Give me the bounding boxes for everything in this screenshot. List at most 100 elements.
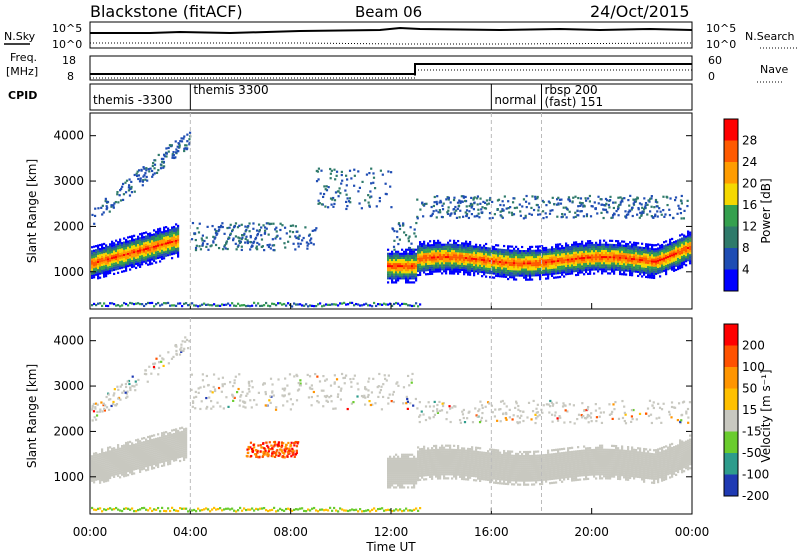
power-cell bbox=[616, 208, 620, 211]
velocity-cell bbox=[117, 470, 120, 473]
power-cell bbox=[463, 262, 466, 266]
power-cell bbox=[389, 277, 392, 280]
velocity-cell bbox=[407, 469, 410, 473]
power-cell bbox=[163, 165, 166, 168]
power-cell bbox=[537, 274, 540, 277]
power-cell bbox=[499, 214, 502, 217]
power-cell bbox=[169, 239, 172, 242]
power-cell bbox=[441, 247, 444, 250]
power-cell bbox=[137, 241, 140, 245]
power-cell bbox=[659, 265, 662, 268]
power-cell bbox=[533, 259, 536, 263]
power-cell bbox=[432, 204, 436, 208]
power-cell bbox=[101, 255, 104, 258]
power-cell bbox=[639, 248, 642, 251]
velocity-cell bbox=[185, 443, 188, 447]
power-cell bbox=[651, 243, 654, 247]
power-cell bbox=[395, 262, 398, 266]
power-cell bbox=[267, 304, 270, 307]
power-cell bbox=[153, 305, 156, 308]
velocity-cell bbox=[111, 464, 114, 467]
power-cell bbox=[475, 266, 478, 269]
velocity-cell bbox=[405, 453, 408, 456]
power-cell bbox=[97, 246, 100, 249]
power-cell bbox=[669, 242, 672, 245]
velocity-cell bbox=[149, 457, 152, 461]
power-cell bbox=[605, 249, 608, 253]
power-cell bbox=[135, 262, 138, 265]
power-cell bbox=[449, 262, 452, 265]
power-cell bbox=[461, 266, 464, 269]
power-cell bbox=[571, 243, 574, 246]
power-cell bbox=[489, 265, 492, 269]
power-cell bbox=[165, 152, 168, 155]
power-cell bbox=[464, 199, 467, 203]
power-cell bbox=[601, 249, 604, 252]
power-cell bbox=[165, 250, 168, 253]
power-cell bbox=[121, 198, 125, 202]
power-cell bbox=[547, 277, 550, 280]
power-cell bbox=[493, 245, 496, 249]
power-cell bbox=[153, 257, 156, 261]
power-cell bbox=[653, 252, 656, 255]
power-cell bbox=[452, 198, 456, 202]
power-cell bbox=[571, 256, 574, 259]
power-cell bbox=[589, 248, 592, 251]
power-cell bbox=[683, 240, 686, 243]
power-cell bbox=[109, 267, 112, 270]
velocity-cell bbox=[407, 478, 410, 481]
power-cell bbox=[601, 270, 604, 273]
power-cell bbox=[621, 254, 624, 257]
power-cell bbox=[171, 240, 174, 243]
velocity-cell bbox=[111, 468, 114, 471]
power-cell bbox=[133, 302, 136, 306]
power-cell bbox=[655, 264, 658, 267]
power-cell bbox=[453, 211, 456, 214]
power-cell bbox=[527, 272, 530, 275]
power-cell bbox=[547, 258, 550, 262]
power-cell bbox=[597, 195, 600, 198]
power-cell bbox=[407, 248, 410, 251]
power-cell bbox=[534, 195, 537, 198]
power-cell bbox=[686, 204, 689, 208]
power-cell bbox=[511, 272, 514, 275]
power-cell bbox=[206, 242, 209, 246]
power-cell bbox=[677, 263, 680, 267]
power-cell bbox=[408, 235, 411, 238]
power-cell bbox=[541, 267, 544, 270]
power-cell bbox=[439, 245, 442, 248]
power-cell bbox=[171, 228, 174, 231]
velocity-cell bbox=[105, 451, 108, 454]
velocity-cell bbox=[413, 461, 416, 465]
power-cell bbox=[493, 258, 496, 261]
power-cell bbox=[527, 258, 530, 261]
power-cell bbox=[157, 232, 160, 235]
power-cell bbox=[153, 237, 156, 240]
velocity-cell bbox=[397, 474, 400, 477]
power-cell bbox=[320, 169, 323, 172]
power-cell bbox=[501, 261, 504, 264]
power-cell bbox=[241, 234, 244, 237]
power-cell bbox=[105, 260, 108, 263]
power-cell bbox=[571, 253, 574, 257]
velocity-cell bbox=[107, 454, 110, 458]
power-cell bbox=[483, 252, 486, 256]
power-cell bbox=[163, 242, 166, 246]
power-cell bbox=[581, 246, 584, 249]
power-cell bbox=[597, 255, 600, 259]
power-cell bbox=[295, 230, 298, 233]
power-cell bbox=[97, 260, 100, 264]
power-cell bbox=[153, 235, 156, 238]
velocity-cell bbox=[121, 451, 124, 454]
power-cell bbox=[275, 226, 278, 229]
power-cell bbox=[467, 244, 470, 248]
power-cell bbox=[329, 177, 332, 180]
power-cell bbox=[473, 261, 476, 265]
velocity-cell bbox=[171, 439, 174, 442]
power-cell bbox=[137, 235, 140, 238]
power-cell bbox=[411, 273, 414, 276]
power-cell bbox=[437, 251, 440, 255]
power-cell bbox=[105, 262, 108, 265]
power-cell bbox=[435, 254, 438, 257]
